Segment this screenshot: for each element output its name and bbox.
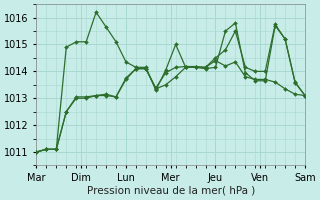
X-axis label: Pression niveau de la mer( hPa ): Pression niveau de la mer( hPa ) xyxy=(87,186,255,196)
